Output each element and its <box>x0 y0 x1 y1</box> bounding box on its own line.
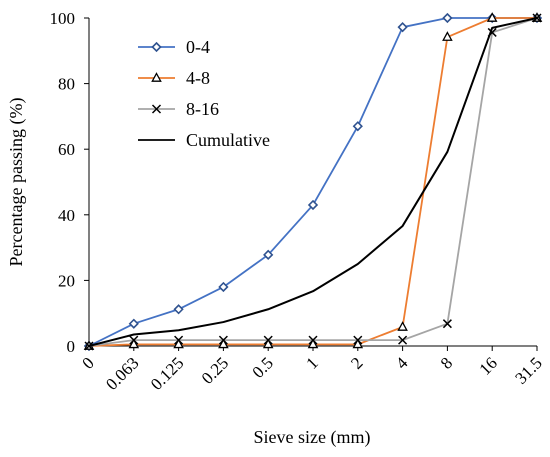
data-point <box>263 335 273 345</box>
x-tick-label: 16 <box>476 353 501 378</box>
y-tick-label: 0 <box>67 337 76 356</box>
x-tick-label: 8 <box>437 353 456 372</box>
data-point <box>263 249 274 260</box>
x-tick-label: 1 <box>302 353 321 372</box>
legend-marker <box>151 104 162 114</box>
legend-item: 8-16 <box>138 99 219 119</box>
series-line <box>88 17 538 347</box>
data-point <box>128 338 140 349</box>
legend-item: 0-4 <box>138 37 210 57</box>
legend-marker <box>151 41 162 53</box>
series-line <box>88 17 538 347</box>
data-point <box>129 335 139 345</box>
data-point <box>173 338 184 349</box>
series-cumulative <box>88 17 538 347</box>
legend-label: 4-8 <box>186 68 210 88</box>
legend-item: 4-8 <box>138 68 210 88</box>
data-point <box>442 12 453 24</box>
y-tick-label: 60 <box>58 140 75 159</box>
data-point <box>218 281 229 293</box>
data-point <box>397 321 408 331</box>
x-axis-title: Sieve size (mm) <box>254 427 371 448</box>
data-point <box>262 338 274 349</box>
x-tick-label: 2 <box>347 353 366 372</box>
data-point <box>353 335 363 345</box>
legend-marker <box>151 72 162 82</box>
series-layer <box>83 12 543 352</box>
series-0-4 <box>83 12 543 352</box>
x-tick-label: 0.125 <box>147 353 187 393</box>
data-point <box>486 12 498 22</box>
data-point <box>352 121 363 132</box>
x-tick-label: 0.5 <box>249 353 277 381</box>
data-point <box>174 335 184 345</box>
series-8-16 <box>84 13 542 351</box>
data-point <box>398 335 408 345</box>
y-axis-title: Percentage passing (%) <box>6 98 27 267</box>
legend-label: 8-16 <box>186 99 219 119</box>
data-point <box>442 319 452 329</box>
data-point <box>397 22 408 33</box>
series-4-8 <box>83 12 543 350</box>
data-point <box>173 304 184 315</box>
x-tick-label: 0 <box>78 353 97 372</box>
legend-label: Cumulative <box>186 130 270 150</box>
y-tick-label: 20 <box>58 271 75 290</box>
x-tick-label: 31.5 <box>511 353 545 387</box>
y-tick-label: 40 <box>58 206 75 225</box>
data-point <box>442 31 453 41</box>
y-tick-label: 100 <box>50 9 76 28</box>
data-point <box>128 318 139 329</box>
data-point <box>308 335 318 345</box>
x-tick-label: 4 <box>392 353 412 373</box>
legend-item: Cumulative <box>138 130 270 150</box>
data-point <box>218 335 228 345</box>
data-point <box>307 338 319 349</box>
data-point <box>218 338 229 349</box>
legend-label: 0-4 <box>186 37 210 57</box>
data-point <box>352 338 364 349</box>
y-tick-label: 80 <box>58 75 75 94</box>
x-tick-label: 0.063 <box>102 353 142 393</box>
data-point <box>307 199 319 211</box>
legend: 0-4 4-8 8-16 Cumulative <box>138 37 270 150</box>
x-tick-label: 0.25 <box>198 353 232 387</box>
